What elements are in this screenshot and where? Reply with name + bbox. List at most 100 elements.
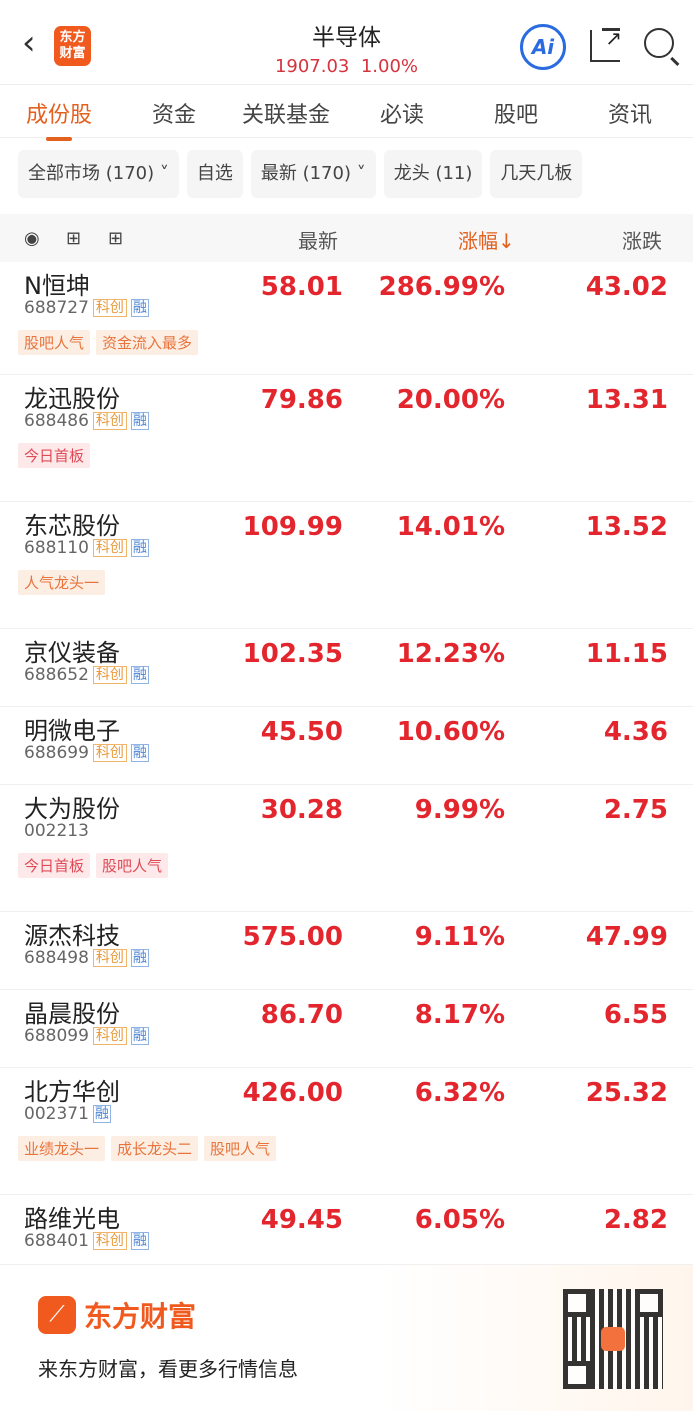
stock-name: N恒坤 xyxy=(24,272,90,300)
filter-market[interactable]: 全部市场 (170) ˅ xyxy=(18,150,179,198)
filter-consecutive[interactable]: 几天几板 xyxy=(490,150,583,198)
pct-change: 8.17% xyxy=(414,1000,505,1030)
brand-icon: ⟋ xyxy=(38,1296,76,1334)
stock-tag[interactable]: 股吧人气 xyxy=(96,853,169,878)
stock-tag[interactable]: 今日首板 xyxy=(18,443,91,468)
stock-code-line: 688110 科创融 xyxy=(24,538,149,558)
grid-icon[interactable]: ⊞ xyxy=(66,228,82,249)
stock-code-line: 688099 科创融 xyxy=(24,1026,149,1046)
col-latest[interactable]: 最新 xyxy=(298,229,338,253)
stock-tag[interactable]: 人气龙头一 xyxy=(18,570,106,595)
share-icon[interactable]: ↗ xyxy=(590,28,622,62)
star-market-badge: 科创 xyxy=(92,666,127,684)
table-row[interactable]: 京仪装备 688652 科创融 102.35 12.23% 11.15 xyxy=(0,629,693,707)
page-title: 半导体 xyxy=(312,25,381,51)
tab-related-funds[interactable]: 关联基金 xyxy=(242,103,331,128)
stock-code: 002213 xyxy=(24,821,89,841)
table-row[interactable]: 源杰科技 688498 科创融 575.00 9.11% 47.99 xyxy=(0,912,693,990)
filter-watchlist[interactable]: 自选 xyxy=(186,150,243,198)
tab-forum[interactable]: 股吧 xyxy=(494,103,539,128)
footer-banner[interactable]: ⟋ 东方财富 来东方财富，看更多行情信息 xyxy=(0,1265,693,1411)
back-icon[interactable]: ‹ xyxy=(22,23,36,63)
price-change: 43.02 xyxy=(585,272,668,302)
tab-news[interactable]: 资讯 xyxy=(608,103,653,128)
table-row[interactable]: 东芯股份 688110 科创融 109.99 14.01% 13.52 人气龙头一 xyxy=(0,502,693,629)
price-change: 2.82 xyxy=(603,1205,668,1235)
margin-badge: 融 xyxy=(130,412,149,430)
price-change: 13.52 xyxy=(585,512,668,542)
tab-must-read[interactable]: 必读 xyxy=(380,103,425,128)
pct-change: 20.00% xyxy=(396,385,505,415)
stock-name: 大为股份 xyxy=(24,795,120,823)
tag-list: 业绩龙头一 成长龙头二 股吧人气 xyxy=(18,1136,282,1161)
price-change: 25.32 xyxy=(585,1078,668,1108)
eye-icon[interactable]: ◉ xyxy=(24,228,40,249)
search-icon[interactable] xyxy=(644,28,674,58)
stock-tag[interactable]: 业绩龙头一 xyxy=(18,1136,106,1161)
tab-funds-flow[interactable]: 资金 xyxy=(152,103,197,128)
stock-code: 688727 xyxy=(24,298,89,318)
add-icon[interactable]: ⊞ xyxy=(108,228,124,249)
stock-code: 688498 xyxy=(24,948,89,968)
latest-price: 49.45 xyxy=(260,1205,343,1235)
app-logo: 东方 财富 xyxy=(54,26,91,66)
table-row[interactable]: 明微电子 688699 科创融 45.50 10.60% 4.36 xyxy=(0,707,693,785)
margin-badge: 融 xyxy=(92,1105,111,1123)
star-market-badge: 科创 xyxy=(92,949,127,967)
stock-code-line: 688498 科创融 xyxy=(24,948,149,968)
table-row[interactable]: 北方华创 002371 融 426.00 6.32% 25.32 业绩龙头一 成长龙头… xyxy=(0,1068,693,1195)
filter-leaders[interactable]: 龙头 (11) xyxy=(383,150,483,198)
pct-change: 9.99% xyxy=(414,795,505,825)
col-change[interactable]: 涨跌 xyxy=(622,229,662,253)
pct-change: 9.11% xyxy=(414,922,505,952)
stock-code: 688099 xyxy=(24,1026,89,1046)
margin-badge: 融 xyxy=(130,539,149,557)
col-pct[interactable]: 涨幅↓ xyxy=(458,229,515,253)
price-change: 4.36 xyxy=(603,717,668,747)
margin-badge: 融 xyxy=(130,1027,149,1045)
tag-list: 股吧人气 资金流入最多 xyxy=(18,330,204,355)
index-change: 1.00% xyxy=(360,56,419,77)
top-bar: ‹ 东方 财富 半导体 1907.03 1.00% Ai ↗ xyxy=(0,0,693,84)
stock-code-line: 688401 科创融 xyxy=(24,1231,149,1251)
margin-badge: 融 xyxy=(130,949,149,967)
pct-change: 286.99% xyxy=(378,272,505,302)
stock-tag[interactable]: 股吧人气 xyxy=(18,330,91,355)
stock-code-line: 688652 科创融 xyxy=(24,665,149,685)
stock-tag[interactable]: 资金流入最多 xyxy=(96,330,199,355)
latest-price: 58.01 xyxy=(260,272,343,302)
latest-price: 30.28 xyxy=(260,795,343,825)
ai-button[interactable]: Ai xyxy=(520,24,566,70)
tab-bar: 成份股 资金 关联基金 必读 股吧 资讯 xyxy=(0,84,693,141)
stock-name: 明微电子 xyxy=(24,717,120,745)
stock-name: 北方华创 xyxy=(24,1078,120,1106)
table-header: ◉ ⊞ ⊞ 最新 涨幅↓ 涨跌 xyxy=(0,214,693,262)
latest-price: 102.35 xyxy=(242,639,343,669)
index-value: 1907.03 xyxy=(274,56,350,77)
stock-code: 688652 xyxy=(24,665,89,685)
stock-tag[interactable]: 今日首板 xyxy=(18,853,91,878)
table-row[interactable]: 龙迅股份 688486 科创融 79.86 20.00% 13.31 今日首板 xyxy=(0,375,693,502)
table-row[interactable]: 大为股份 002213 30.28 9.99% 2.75 今日首板 股吧人气 xyxy=(0,785,693,912)
stock-tag[interactable]: 成长龙头二 xyxy=(111,1136,199,1161)
stock-code: 002371 xyxy=(24,1104,89,1124)
pct-change: 6.05% xyxy=(414,1205,505,1235)
stock-code-line: 688486 科创融 xyxy=(24,411,149,431)
filter-latest[interactable]: 最新 (170) ˅ xyxy=(250,150,376,198)
table-row[interactable]: 路维光电 688401 科创融 49.45 6.05% 2.82 xyxy=(0,1195,693,1265)
table-row[interactable]: 晶晨股份 688099 科创融 86.70 8.17% 6.55 xyxy=(0,990,693,1068)
footer-slogan: 来东方财富，看更多行情信息 xyxy=(38,1357,298,1381)
price-change: 11.15 xyxy=(585,639,668,669)
star-market-badge: 科创 xyxy=(92,299,127,317)
table-row[interactable]: N恒坤 688727 科创融 58.01 286.99% 43.02 股吧人气 资金流… xyxy=(0,262,693,375)
stock-code: 688401 xyxy=(24,1231,89,1251)
stock-tag[interactable]: 股吧人气 xyxy=(204,1136,277,1161)
star-market-badge: 科创 xyxy=(92,539,127,557)
tag-list: 人气龙头一 xyxy=(18,570,111,595)
tab-constituents[interactable]: 成份股 xyxy=(26,97,92,141)
footer-logo: ⟋ 东方财富 xyxy=(38,1295,196,1335)
stock-name: 源杰科技 xyxy=(24,922,120,950)
stock-code: 688699 xyxy=(24,743,89,763)
tag-list: 今日首板 xyxy=(18,443,96,468)
stock-name: 东芯股份 xyxy=(24,512,120,540)
